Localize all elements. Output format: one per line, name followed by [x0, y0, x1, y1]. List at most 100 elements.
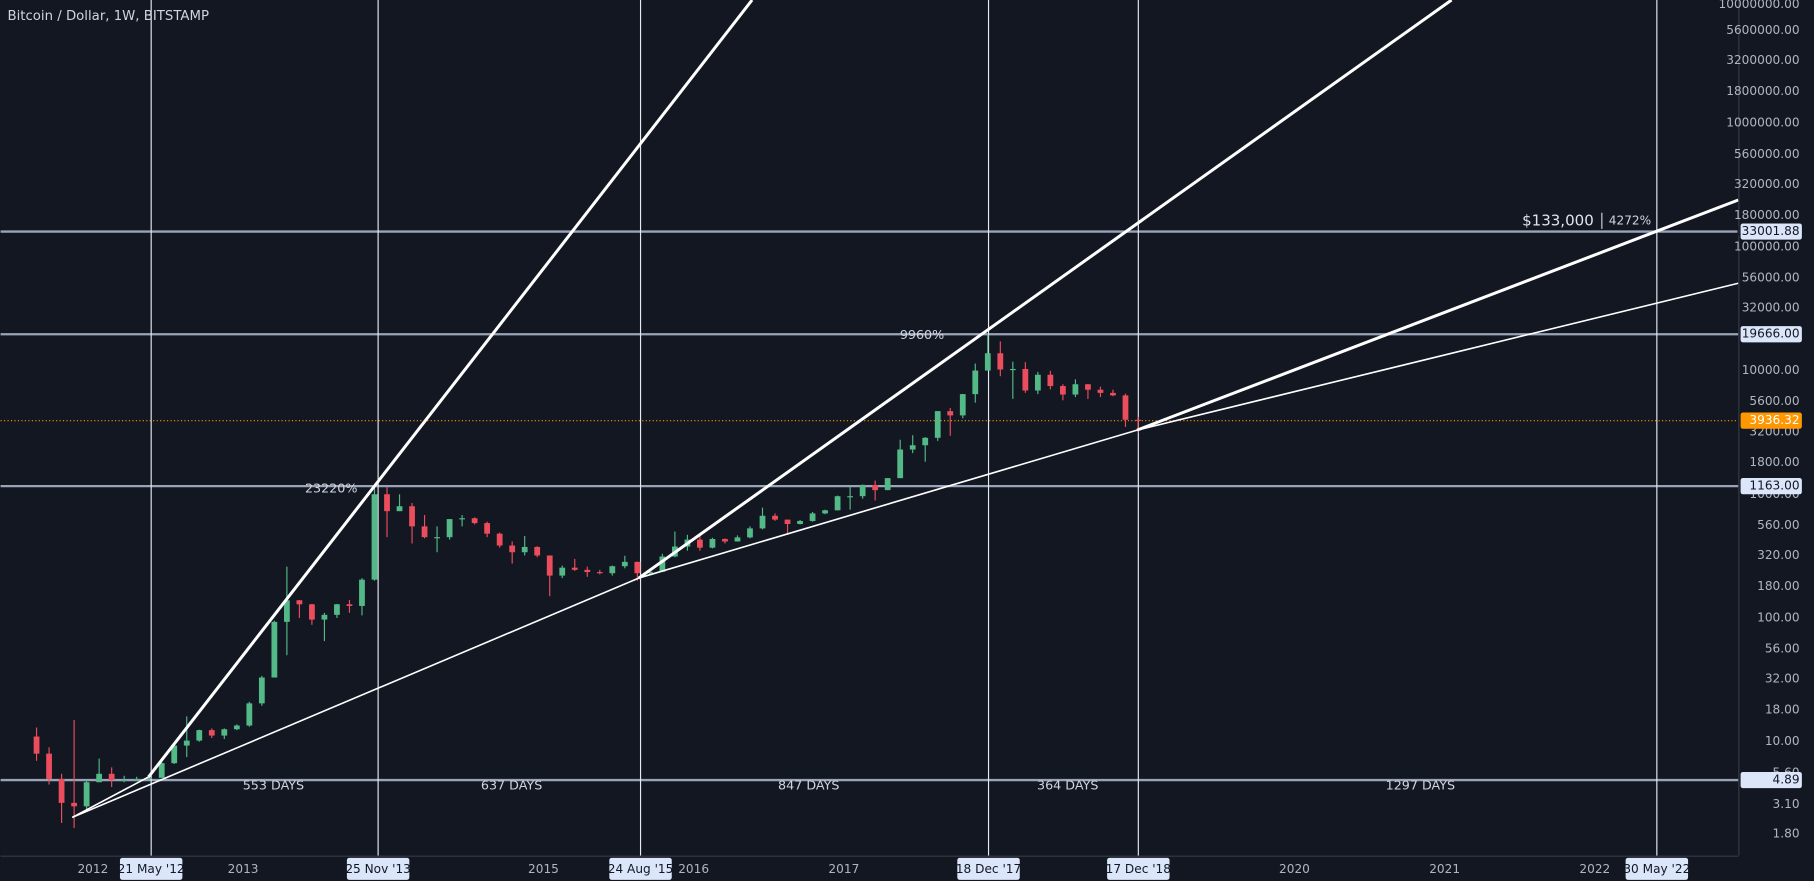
candle-body [934, 411, 941, 438]
y-tick-label: 1800000.00 [1726, 84, 1799, 98]
candle-body [509, 545, 516, 553]
candle-body [1060, 386, 1066, 395]
y-tick-label: 180000.00 [1734, 208, 1800, 222]
candle-body [859, 484, 866, 497]
candle-body [797, 520, 803, 524]
x-tick-label: 2012 [77, 862, 108, 876]
levels [0, 0, 1739, 856]
candle-body [822, 510, 828, 514]
candles [33, 334, 1141, 829]
date-badge [1625, 857, 1689, 880]
trend-line [638, 429, 1138, 579]
candle-body [947, 411, 954, 416]
candle-body [534, 546, 541, 556]
candle-body [371, 494, 378, 580]
x-tick-label: 2022 [1579, 862, 1610, 876]
candle-body [183, 740, 190, 746]
candle-body [634, 561, 641, 574]
candle-body [409, 506, 415, 527]
y-tick-label: 32000.00 [1742, 301, 1800, 315]
candle-body [196, 730, 203, 741]
candle-body [359, 579, 365, 606]
y-tick-label: 10000000.00 [1719, 0, 1800, 11]
candle-body [334, 604, 340, 615]
candle-body [421, 526, 428, 538]
candle-body [659, 556, 666, 572]
date-badge [1107, 857, 1170, 880]
chart-title: Bitcoin / Dollar, 1W, BITSTAMP [8, 9, 209, 24]
candle-body [621, 561, 628, 567]
date-label: 18 Dec '17 [956, 862, 1021, 876]
candle-body [396, 506, 403, 512]
y-tick-label: 32.00 [1765, 672, 1800, 686]
candle-body [384, 494, 390, 512]
days-label: 637 DAYS [481, 778, 542, 793]
days-label: 1297 DAYS [1386, 778, 1455, 793]
candle-body [108, 773, 115, 780]
gain-label: 23220% [305, 481, 357, 496]
overlay: 553 DAYS 637 DAYS 847 DAYS 364 DAYS 1297… [71, 0, 1739, 819]
candle-body [521, 546, 528, 553]
candle-body [984, 353, 991, 371]
candle-body [596, 572, 603, 574]
date-label: 25 Nov '13 [345, 862, 411, 876]
candle-body [909, 445, 916, 450]
candle-body [559, 567, 566, 576]
trend-line [71, 577, 640, 819]
y-tick-label: 100000.00 [1734, 239, 1800, 253]
level-badge [1740, 326, 1802, 343]
candle-body [171, 745, 178, 764]
candle-body [258, 677, 265, 704]
candle-body [58, 778, 65, 803]
candle-body [321, 614, 328, 620]
candle-body [546, 555, 553, 576]
y-tick-label: 560000.00 [1734, 147, 1800, 161]
candle-body [584, 569, 591, 573]
trend-line [1136, 198, 1739, 432]
candle-body [296, 600, 303, 605]
level-label: 4.89 [1773, 773, 1800, 787]
candle-body [1009, 368, 1016, 371]
y-tick-label: 5600.00 [1749, 394, 1799, 408]
y-tick-label: 10000.00 [1742, 363, 1800, 377]
candle-body [646, 571, 653, 574]
candle-body [1072, 384, 1079, 395]
y-tick-label: 18.00 [1765, 703, 1800, 717]
candle-body [609, 566, 616, 574]
candle-body [46, 753, 52, 779]
date-label: 21 May '12 [118, 862, 185, 876]
x-tick-label: 2013 [228, 862, 259, 876]
candle-body [571, 567, 578, 570]
candle-body [271, 621, 278, 678]
y-tick-label: 56000.00 [1742, 271, 1800, 285]
last-price-label: 3936.32 [1749, 413, 1799, 427]
level-label: 1163.00 [1749, 479, 1799, 493]
trend-line [147, 0, 754, 778]
days-label: 847 DAYS [778, 778, 839, 793]
candle-body [484, 523, 491, 534]
candle-body [734, 537, 741, 542]
y-tick-label: 3.10 [1773, 797, 1800, 811]
y-tick-label: 560.00 [1757, 518, 1799, 532]
candle-body [309, 604, 315, 620]
y-tick-label: 1800.00 [1749, 455, 1799, 469]
level-badge [1740, 771, 1802, 789]
candle-body [1022, 368, 1029, 391]
candle-body [1085, 384, 1091, 390]
days-label: 553 DAYS [243, 778, 304, 793]
candle-body [121, 779, 128, 782]
candle-body [809, 513, 816, 521]
candle-body [897, 449, 904, 479]
candle-body [246, 703, 253, 726]
candle-body [346, 604, 353, 606]
candle-body [471, 518, 478, 524]
candle-body [972, 370, 979, 395]
candle-body [872, 484, 879, 491]
date-label: 17 Dec '18 [1106, 862, 1171, 876]
candle-body [71, 802, 77, 807]
candle-body [959, 394, 966, 416]
candle-body [434, 537, 440, 539]
candle-body [33, 736, 40, 754]
